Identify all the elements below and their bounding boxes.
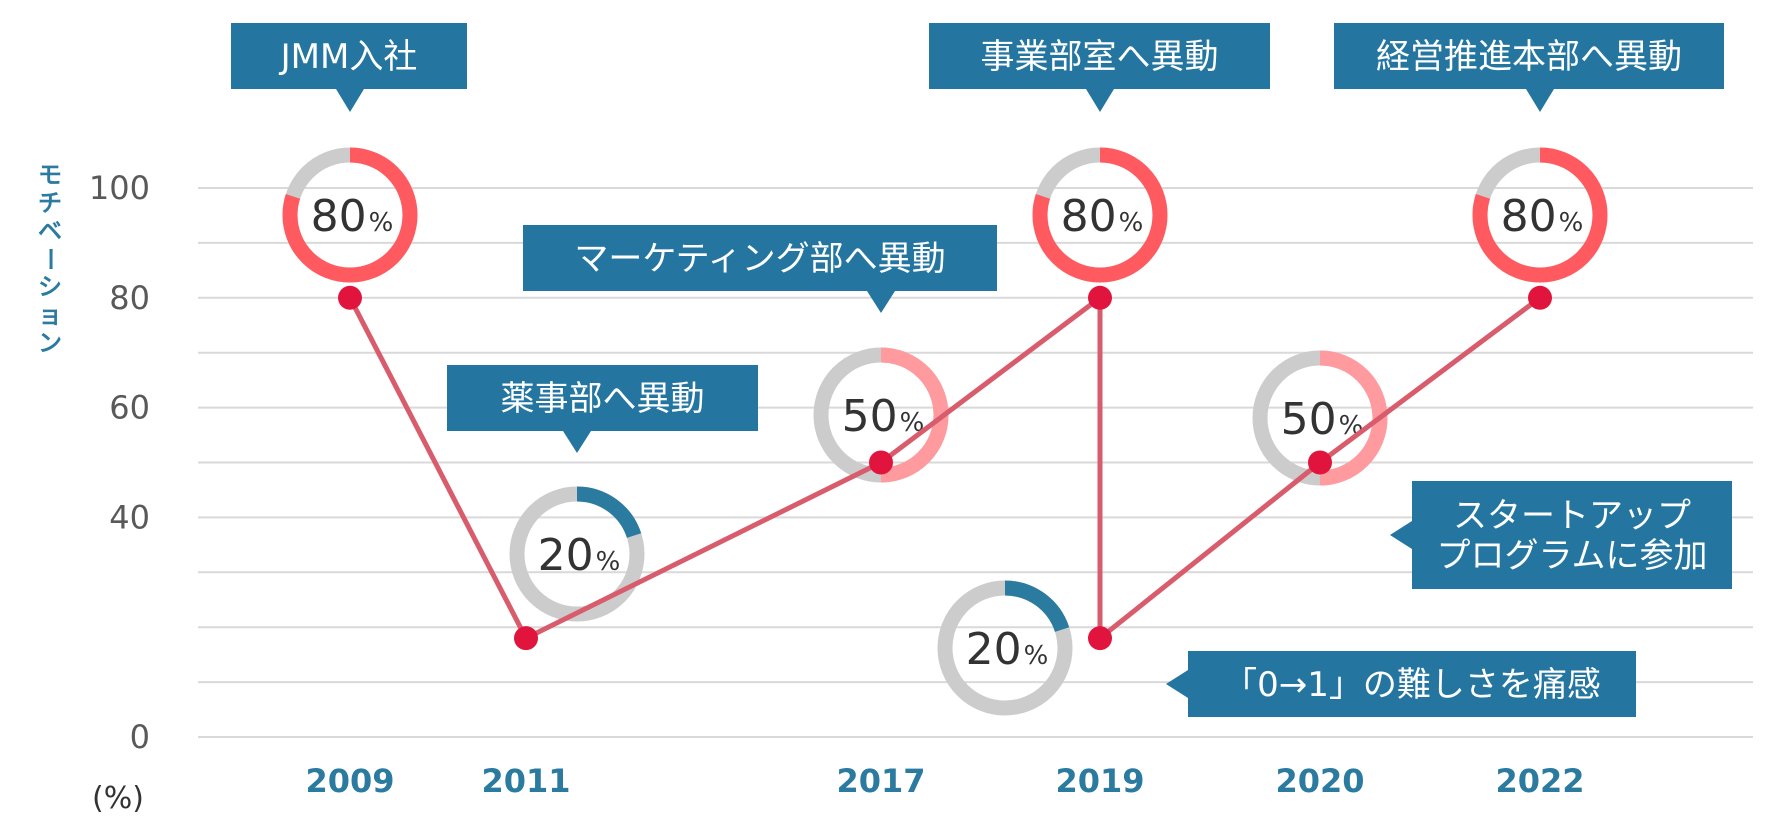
donut-value: 50 xyxy=(842,391,898,442)
y-axis-title-char: ベ xyxy=(38,217,62,245)
callout-pointer xyxy=(1526,89,1554,112)
data-points xyxy=(338,285,1552,651)
x-tick-label: 2011 xyxy=(481,762,570,800)
donut-value: 50 xyxy=(1281,394,1337,445)
donut: 20% xyxy=(509,486,645,622)
y-tick-label: 100 xyxy=(89,169,150,207)
y-tick-label: 40 xyxy=(109,498,150,536)
donut-label: 80% xyxy=(1061,191,1144,242)
callout-text: スタートアップ xyxy=(1453,496,1691,536)
donut-percent-sign: % xyxy=(1119,208,1144,238)
x-tick-label: 2009 xyxy=(305,762,394,800)
data-point xyxy=(1308,450,1332,475)
data-point xyxy=(338,285,362,310)
callout-text: 薬事部へ異動 xyxy=(501,379,705,419)
donut-value: 20 xyxy=(538,530,594,581)
callout: 薬事部へ異動 xyxy=(447,365,758,453)
donut-arc xyxy=(937,580,1073,716)
callout: 経営推進本部へ異動 xyxy=(1334,23,1724,112)
callout-box xyxy=(523,225,997,291)
callout-box xyxy=(1188,651,1636,717)
data-point xyxy=(1088,285,1112,310)
donut-arc xyxy=(1472,147,1608,283)
donut: 80% xyxy=(1032,147,1168,283)
callout-text: 経営推進本部へ異動 xyxy=(1376,37,1682,77)
donut-value: 20 xyxy=(966,624,1022,675)
callout-pointer xyxy=(563,431,591,453)
callout: JMM入社 xyxy=(231,23,467,112)
callout-pointer xyxy=(336,89,364,112)
donut-arc xyxy=(282,147,418,283)
donut-value: 80 xyxy=(1501,191,1557,242)
callout: 事業部室へ異動 xyxy=(929,23,1270,112)
donut-value: 80 xyxy=(311,191,367,242)
callout-box xyxy=(231,23,467,89)
x-tick-label: 2022 xyxy=(1495,762,1584,800)
data-point xyxy=(869,450,893,475)
donut-label: 20% xyxy=(966,624,1049,675)
donut: 80% xyxy=(282,147,418,283)
donut-label: 20% xyxy=(538,530,621,581)
donut-label: 50% xyxy=(842,391,925,442)
x-tick-label: 2019 xyxy=(1055,762,1144,800)
callout-pointer xyxy=(1390,521,1412,549)
callout-text: マーケティング部へ異動 xyxy=(574,239,945,279)
donut-percent-sign: % xyxy=(596,547,621,577)
y-axis-title-char: ー xyxy=(36,247,64,271)
y-axis-title-char: チ xyxy=(38,189,62,217)
callout-text: プログラムに参加 xyxy=(1437,536,1708,576)
callout-box xyxy=(1334,23,1724,89)
x-tick-label: 2020 xyxy=(1275,762,1364,800)
y-axis-title-char: シ xyxy=(38,273,62,301)
callout: 「0→1」の難しさを痛感 xyxy=(1166,651,1636,717)
donut-percent-sign: % xyxy=(1559,208,1584,238)
y-tick-label: 0 xyxy=(130,718,150,756)
y-axis-title-char: ョ xyxy=(38,301,62,329)
donut: 80% xyxy=(1472,147,1608,283)
donut: 20% xyxy=(937,580,1073,716)
callout-pointer xyxy=(1166,670,1188,698)
donut-percent-sign: % xyxy=(369,208,394,238)
donut-value: 80 xyxy=(1061,191,1117,242)
callout-pointer xyxy=(1086,89,1114,112)
callout-text: JMM入社 xyxy=(279,37,418,77)
unit-label: (%) xyxy=(92,781,144,816)
y-tick-label: 60 xyxy=(109,389,150,427)
donut-arc xyxy=(509,486,645,622)
callout-text: 事業部室へ異動 xyxy=(981,37,1219,77)
donut-label: 80% xyxy=(311,191,394,242)
y-axis-title-char: モ xyxy=(38,161,62,189)
callout-text: 「0→1」の難しさを痛感 xyxy=(1223,665,1601,705)
donut-percent-sign: % xyxy=(1024,641,1049,671)
callout-pointer xyxy=(867,291,895,313)
x-tick-label: 2017 xyxy=(836,762,925,800)
callout-box xyxy=(1412,481,1732,589)
donut-arc xyxy=(1032,147,1168,283)
callout-box xyxy=(929,23,1270,89)
data-point xyxy=(1528,285,1552,310)
donut-label: 80% xyxy=(1501,191,1584,242)
data-point xyxy=(514,626,538,651)
callout: マーケティング部へ異動 xyxy=(523,225,997,313)
callout-box xyxy=(447,365,758,431)
y-tick-label: 80 xyxy=(109,279,150,317)
data-point xyxy=(1088,626,1112,651)
y-axis-title-char: ン xyxy=(38,329,62,357)
